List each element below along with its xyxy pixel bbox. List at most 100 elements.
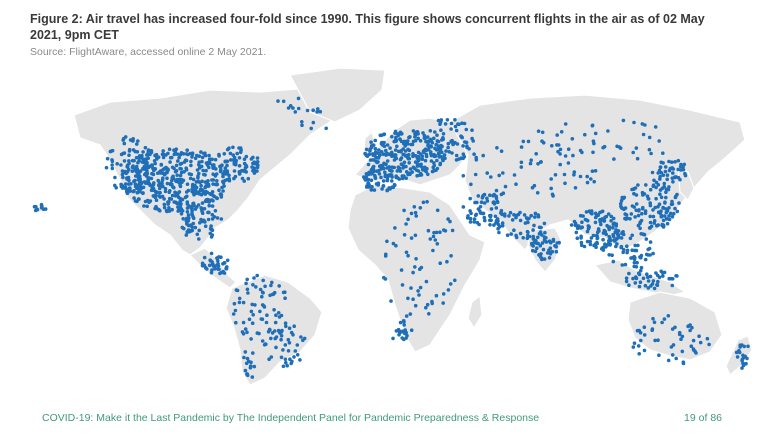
flight-dot <box>270 280 274 285</box>
flight-dot <box>217 154 221 158</box>
flight-dot <box>606 129 610 133</box>
flight-dot <box>529 213 533 218</box>
flight-dot <box>595 234 599 238</box>
flight-dot <box>584 218 589 222</box>
flight-dot <box>481 211 486 216</box>
flight-dot <box>563 122 568 126</box>
flight-dot <box>191 190 195 195</box>
flight-dot <box>407 153 411 157</box>
flight-dot <box>143 171 148 176</box>
flight-dot <box>197 154 202 158</box>
flight-dot <box>293 110 298 114</box>
flight-dot <box>422 136 427 140</box>
flight-dot <box>650 170 655 175</box>
flight-dot <box>619 236 624 240</box>
flight-dot <box>435 208 440 213</box>
flight-dot <box>664 217 669 221</box>
flight-dot <box>417 293 421 297</box>
flight-dot <box>652 221 656 225</box>
flight-dot <box>664 195 668 200</box>
flight-dot <box>665 177 669 182</box>
flight-dot <box>374 159 378 163</box>
flight-dot <box>623 206 628 210</box>
flight-dot <box>632 341 637 346</box>
flight-dot <box>482 201 487 205</box>
flight-dot <box>495 200 500 205</box>
flight-dot <box>411 139 416 144</box>
flight-dot <box>673 160 677 164</box>
flight-dot <box>185 206 190 210</box>
flight-dot <box>402 233 407 237</box>
flight-dot <box>595 213 599 217</box>
flight-dot <box>210 204 215 208</box>
flight-dot <box>409 286 413 290</box>
flight-dot <box>161 155 166 160</box>
flight-dot <box>213 264 217 268</box>
flight-dot <box>207 165 211 170</box>
flight-dot <box>419 162 423 167</box>
flight-dot <box>383 254 388 258</box>
flight-dot <box>156 178 160 183</box>
flight-dot <box>503 184 508 189</box>
flight-dot <box>395 144 399 149</box>
flight-dot <box>650 282 655 286</box>
flight-dot <box>273 320 278 325</box>
flight-dot <box>648 240 653 244</box>
flight-dot <box>676 167 680 172</box>
flight-dot <box>296 96 301 101</box>
flight-dot <box>673 206 677 211</box>
flight-dot <box>385 188 390 192</box>
flight-dot <box>403 331 407 336</box>
flight-dot <box>441 292 446 296</box>
flight-dot <box>403 328 408 332</box>
flight-dot <box>186 219 191 223</box>
flight-dot <box>495 146 499 150</box>
flight-dot <box>218 192 223 196</box>
flight-dot <box>413 303 418 308</box>
flight-dot <box>535 191 540 195</box>
flight-dot <box>539 225 543 230</box>
flight-dot <box>608 243 612 247</box>
flight-dot <box>134 155 139 160</box>
flight-dot <box>628 217 632 221</box>
flight-dot <box>643 257 648 262</box>
flight-dot <box>217 267 221 272</box>
flight-dot <box>170 165 175 170</box>
flight-dot <box>199 183 203 188</box>
flight-dot <box>688 328 692 333</box>
flight-dot <box>441 301 446 305</box>
flight-dot <box>499 149 504 153</box>
flight-dot <box>425 135 430 139</box>
flight-dot <box>601 245 605 250</box>
flight-dot <box>158 208 162 213</box>
flight-dot <box>488 218 492 223</box>
flight-dot <box>662 181 667 186</box>
flight-dot <box>272 329 277 333</box>
flight-dot <box>536 129 541 133</box>
flight-dot <box>272 290 277 295</box>
flight-dot <box>364 153 369 158</box>
flight-dot <box>521 139 526 144</box>
flight-dot <box>369 178 374 183</box>
flight-dot <box>472 220 477 224</box>
flight-dot <box>296 106 301 111</box>
flight-dot <box>654 196 658 201</box>
flight-dot <box>416 150 421 155</box>
flight-dot <box>251 161 255 166</box>
flight-dot <box>649 224 654 229</box>
flight-dot <box>471 139 476 143</box>
flight-dot <box>557 240 561 245</box>
flight-dot <box>435 133 439 137</box>
flight-dot <box>263 284 267 289</box>
flight-dot <box>383 277 388 281</box>
flight-dot <box>624 217 628 221</box>
flight-dot <box>503 214 507 218</box>
flight-dot <box>394 243 398 248</box>
flight-dot <box>381 152 386 156</box>
flight-dot <box>186 213 191 217</box>
flight-dot <box>597 229 601 233</box>
flight-dot <box>197 160 201 164</box>
figure-caption: Figure 2: Air travel has increased four-… <box>30 11 730 58</box>
flight-dot <box>418 139 423 143</box>
flight-dot <box>494 188 499 193</box>
